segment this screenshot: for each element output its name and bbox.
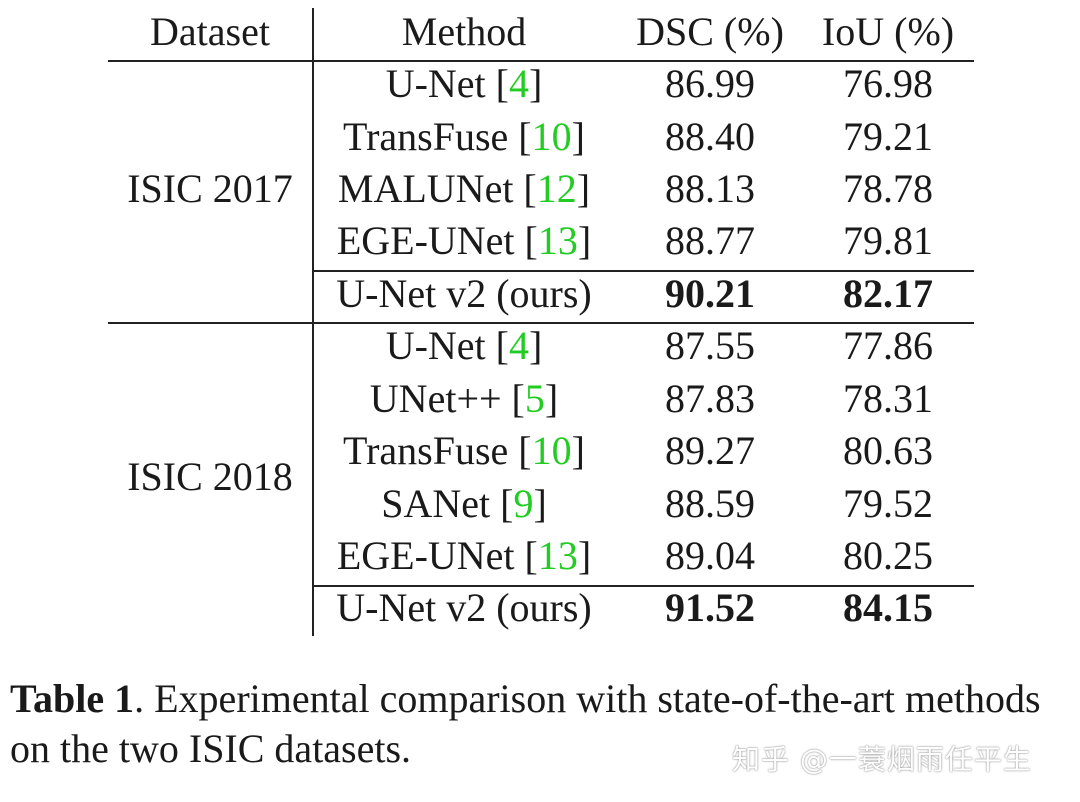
header-iou: IoU (%)	[821, 9, 955, 54]
method-name: EGE-UNet [	[336, 218, 538, 263]
dsc-value: 88.59	[665, 481, 755, 526]
method-cell: MALUNet [12]	[338, 163, 590, 215]
iou-value: 80.63	[843, 428, 933, 473]
dsc-value: 88.40	[665, 114, 755, 159]
method-name: UNet++ [	[369, 376, 525, 421]
citation-link[interactable]: 5	[524, 376, 545, 421]
iou-value: 80.25	[843, 533, 933, 578]
dsc-value: 89.27	[665, 428, 755, 473]
citation-bracket: ]	[576, 166, 591, 211]
method-cell: U-Net [4]	[386, 320, 543, 372]
iou-value: 78.78	[843, 166, 933, 211]
citation-bracket: ]	[571, 114, 585, 159]
group-separator-rule	[108, 322, 974, 324]
citation-bracket: ]	[528, 323, 543, 368]
method-name: U-Net [	[385, 61, 509, 106]
method-name: U-Net [	[385, 323, 509, 368]
dsc-value: 86.99	[665, 61, 755, 106]
dsc-value: 87.83	[665, 376, 755, 421]
method-cell: TransFuse [10]	[343, 425, 585, 477]
citation-link[interactable]: 10	[531, 114, 572, 159]
citation-link[interactable]: 4	[508, 323, 529, 368]
citation-link[interactable]: 13	[537, 218, 578, 263]
ours-rule-2017	[312, 270, 974, 272]
results-table: Dataset Method DSC (%) IoU (%) ISIC 2017…	[108, 0, 974, 640]
citation-bracket: ]	[528, 61, 543, 106]
caption-text: . Experimental comparison with state-of-…	[10, 676, 1041, 771]
citation-bracket: ]	[577, 533, 592, 578]
ours-rule-2018	[312, 585, 974, 587]
ours-method: U-Net v2 (ours)	[336, 271, 592, 316]
dsc-value: 89.04	[665, 533, 755, 578]
method-name: MALUNet [	[337, 166, 537, 211]
iou-value: 76.98	[843, 61, 933, 106]
watermark: 知乎 @一蓑烟雨任平生	[732, 743, 1032, 776]
header-dsc: DSC (%)	[636, 9, 784, 54]
citation-link[interactable]: 13	[537, 533, 578, 578]
ours-iou-value: 84.15	[843, 585, 933, 630]
method-cell: EGE-UNet [13]	[337, 215, 591, 267]
method-cell: U-Net [4]	[386, 58, 543, 110]
dsc-value: 88.13	[665, 166, 755, 211]
method-cell: UNet++ [5]	[370, 373, 558, 425]
ours-method: U-Net v2 (ours)	[336, 585, 592, 630]
iou-value: 78.31	[843, 376, 933, 421]
header-dataset: Dataset	[150, 9, 270, 54]
method-name: TransFuse [	[343, 114, 532, 159]
method-name: SANet [	[381, 481, 514, 526]
method-name: EGE-UNet [	[336, 533, 538, 578]
method-cell: EGE-UNet [13]	[337, 530, 591, 582]
method-name: TransFuse [	[343, 428, 532, 473]
method-cell: TransFuse [10]	[343, 111, 585, 163]
citation-bracket: ]	[577, 218, 592, 263]
ours-dsc-value: 90.21	[665, 271, 755, 316]
caption-label: Table 1	[10, 676, 135, 721]
iou-value: 79.21	[843, 114, 933, 159]
citation-link[interactable]: 9	[513, 481, 534, 526]
ours-iou-value: 82.17	[843, 271, 933, 316]
header-rule	[108, 60, 974, 62]
iou-value: 79.81	[843, 218, 933, 263]
citation-link[interactable]: 10	[531, 428, 572, 473]
dataset-label: ISIC 2018	[127, 454, 293, 499]
citation-bracket: ]	[571, 428, 585, 473]
iou-value: 79.52	[843, 481, 933, 526]
dsc-value: 87.55	[665, 323, 755, 368]
dataset-label: ISIC 2017	[127, 166, 293, 211]
header-method: Method	[401, 9, 527, 54]
citation-link[interactable]: 12	[536, 166, 577, 211]
citation-bracket: ]	[544, 376, 559, 421]
table-caption: Table 1. Experimental comparison with st…	[10, 674, 1072, 774]
citation-link[interactable]: 4	[508, 61, 529, 106]
dsc-value: 88.77	[665, 218, 755, 263]
method-cell: SANet [9]	[381, 478, 547, 530]
column-divider	[312, 8, 314, 636]
citation-bracket: ]	[533, 481, 547, 526]
iou-value: 77.86	[843, 323, 933, 368]
ours-dsc-value: 91.52	[665, 585, 755, 630]
